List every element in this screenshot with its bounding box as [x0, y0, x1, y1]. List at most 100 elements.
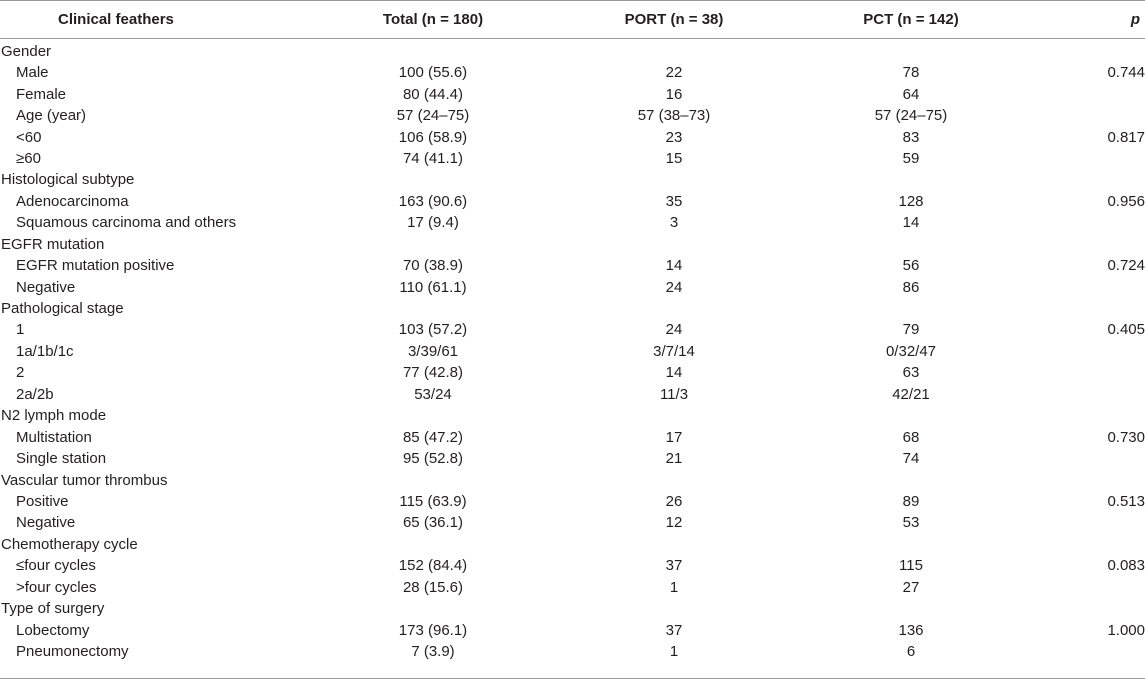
p-value [1030, 534, 1145, 555]
port-value: 1 [669, 578, 679, 596]
total-value: 95 (52.8) [402, 450, 464, 468]
p-value [1030, 405, 1145, 426]
feature-label: <60 [16, 128, 42, 146]
feature-label: ≥60 [16, 149, 41, 167]
group-label: N2 lymph mode [1, 407, 107, 425]
port-value: 3/7/14 [653, 342, 695, 360]
table-bottom-rule [0, 678, 1145, 679]
table-group-row: Type of surgery [0, 598, 1145, 619]
group-label: Type of surgery [1, 600, 105, 618]
pct-value: 136 [898, 621, 924, 639]
table-group-row: N2 lymph mode [0, 405, 1145, 426]
pct-value [792, 598, 1030, 619]
feature-label: EGFR mutation positive [16, 257, 175, 275]
total-value: 70 (38.9) [402, 257, 464, 275]
pct-value: 74 [902, 450, 920, 468]
table-row: 2a/2b 53/24 11/3 42/21 [0, 384, 1145, 405]
table-group-row: Vascular tumor thrombus [0, 469, 1145, 490]
header-port: PORT (n = 38) [556, 0, 792, 39]
total-value [310, 469, 556, 490]
port-value: 14 [665, 364, 683, 382]
pct-value: 0/32/47 [885, 342, 937, 360]
total-value: 3/39/61 [407, 342, 459, 360]
port-value: 57 (38–73) [637, 107, 711, 125]
p-value [1030, 276, 1145, 297]
table-row: Negative 65 (36.1) 12 53 [0, 512, 1145, 533]
header-total: Total (n = 180) [310, 0, 556, 39]
pct-value: 89 [902, 492, 920, 510]
table-group-row: Histological subtype [0, 169, 1145, 190]
p-value [1030, 384, 1145, 405]
p-value [1030, 341, 1145, 362]
pct-value: 53 [902, 514, 920, 532]
total-value: 77 (42.8) [402, 364, 464, 382]
p-value [1030, 169, 1145, 190]
table-row: EGFR mutation positive 70 (38.9) 14 56 0.724 [0, 255, 1145, 276]
total-value: 115 (63.9) [399, 492, 467, 510]
total-value: 163 (90.6) [398, 192, 468, 210]
port-value: 23 [665, 128, 683, 146]
pct-value: 59 [902, 149, 920, 167]
table-group-row: Pathological stage [0, 298, 1145, 319]
port-value [556, 534, 792, 555]
total-value: 57 (24–75) [396, 107, 470, 125]
port-value: 12 [665, 514, 683, 532]
port-value: 3 [669, 214, 679, 232]
port-value [556, 39, 792, 63]
header-row: Clinical feathers Total (n = 180) PORT (… [0, 0, 1145, 39]
table-row: Adenocarcinoma 163 (90.6) 35 128 0.956 [0, 191, 1145, 212]
p-value: 0.513 [1107, 492, 1145, 510]
feature-label: Squamous carcinoma and others [16, 214, 237, 232]
p-value [1030, 469, 1145, 490]
port-value: 14 [665, 257, 683, 275]
total-value: 103 (57.2) [398, 321, 468, 339]
feature-label: Adenocarcinoma [16, 192, 129, 210]
p-value [1030, 105, 1145, 126]
feature-label: Male [16, 64, 49, 82]
port-value: 37 [665, 557, 683, 575]
port-value [556, 234, 792, 255]
table-body: Gender Male 100 (55.6) 22 78 0.744 Female 80 (4… [0, 39, 1145, 663]
table-group-row: EGFR mutation [0, 234, 1145, 255]
p-value [1030, 598, 1145, 619]
feature-label: >four cycles [16, 578, 97, 596]
group-label: Chemotherapy cycle [1, 535, 138, 553]
table-row: 1a/1b/1c 3/39/61 3/7/14 0/32/47 [0, 341, 1145, 362]
port-value: 11/3 [659, 385, 689, 403]
port-value: 16 [665, 85, 683, 103]
p-value: 0.956 [1107, 192, 1145, 210]
port-value: 21 [665, 450, 683, 468]
pct-value: 68 [902, 428, 920, 446]
feature-label: Negative [16, 514, 76, 532]
table-row: Squamous carcinoma and others 17 (9.4) 3 14 [0, 212, 1145, 233]
pct-value [792, 534, 1030, 555]
p-value: 0.405 [1107, 321, 1145, 339]
port-value [556, 405, 792, 426]
port-value: 1 [669, 643, 679, 661]
p-value: 0.817 [1107, 128, 1145, 146]
feature-label: 1a/1b/1c [16, 342, 74, 360]
total-value [310, 169, 556, 190]
p-value [1030, 39, 1145, 63]
p-value: 1.000 [1107, 621, 1145, 639]
total-value [310, 298, 556, 319]
total-value: 53/24 [414, 385, 452, 403]
total-value [310, 598, 556, 619]
feature-label: Negative [16, 278, 76, 296]
port-value: 17 [665, 428, 683, 446]
table-row: ≤four cycles 152 (84.4) 37 115 0.083 [0, 555, 1145, 576]
table-row: 1 103 (57.2) 24 79 0.405 [0, 319, 1145, 340]
total-value [310, 534, 556, 555]
feature-label: Lobectomy [16, 621, 90, 639]
table-group-row: Chemotherapy cycle [0, 534, 1145, 555]
p-value [1030, 448, 1145, 469]
feature-label: Age (year) [16, 107, 87, 125]
pct-value [792, 405, 1030, 426]
feature-label: 2 [16, 364, 25, 382]
header-p-value: p [1030, 0, 1145, 39]
feature-label: Female [16, 85, 67, 103]
total-value: 7 (3.9) [411, 643, 455, 661]
port-value: 22 [665, 64, 683, 82]
feature-label: Multistation [16, 428, 92, 446]
table-row: >four cycles 28 (15.6) 1 27 [0, 577, 1145, 598]
